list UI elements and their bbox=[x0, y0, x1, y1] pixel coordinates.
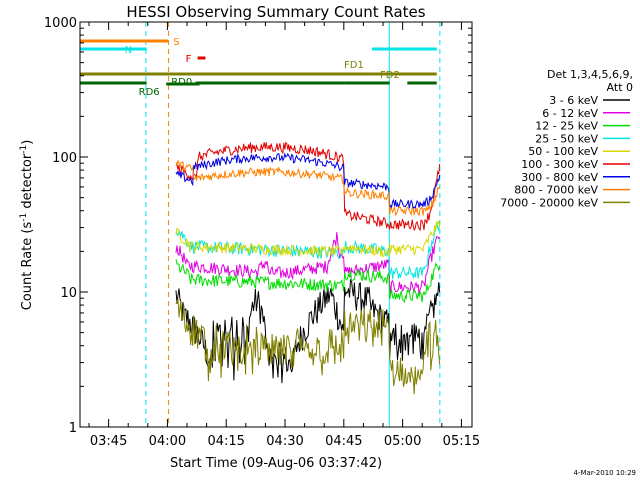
series-line-7 bbox=[175, 159, 441, 217]
flag-label-rd0: RD0 bbox=[171, 77, 192, 88]
legend-label: 50 - 100 keV bbox=[528, 145, 598, 158]
series-line-5 bbox=[175, 141, 441, 232]
series-lines bbox=[175, 141, 441, 395]
legend-label: 12 - 25 keV bbox=[535, 120, 598, 133]
legend-label: 800 - 7000 keV bbox=[514, 184, 598, 197]
x-axis-label: Start Time (09-Aug-06 03:37:42) bbox=[170, 456, 382, 471]
chart-title: HESSI Observing Summary Count Rates bbox=[126, 3, 425, 21]
x-tick-label: 04:15 bbox=[207, 434, 244, 449]
series-line-0 bbox=[175, 279, 441, 384]
flag-bars: S N F FD1 FD2 RD0 RD6 bbox=[80, 37, 437, 98]
legend-label: 7000 - 20000 keV bbox=[500, 196, 598, 209]
series-line-3 bbox=[175, 220, 441, 280]
legend-label: 6 - 12 keV bbox=[542, 107, 598, 120]
legend-label: 300 - 800 keV bbox=[521, 171, 598, 184]
legend-title-line1: Det 1,3,4,5,6,9, bbox=[547, 68, 633, 81]
legend-title-line2: Att 0 bbox=[607, 81, 633, 94]
flag-label-s: S bbox=[173, 37, 179, 48]
series-line-1 bbox=[175, 232, 441, 294]
legend-label: 3 - 6 keV bbox=[549, 94, 598, 107]
series-line-4 bbox=[175, 220, 441, 258]
y-tick-label: 100 bbox=[52, 151, 77, 166]
vertical-markers bbox=[145, 22, 441, 427]
series-line-6 bbox=[175, 152, 441, 210]
flag-label-f: F bbox=[186, 54, 192, 65]
x-tick-label: 05:00 bbox=[384, 434, 421, 449]
series-line-8 bbox=[175, 298, 441, 395]
legend-label: 25 - 50 keV bbox=[535, 132, 598, 145]
x-tick-label: 04:45 bbox=[325, 434, 362, 449]
x-tick-label: 03:45 bbox=[90, 434, 127, 449]
y-axis-label: Count Rate (s-1 detector-1) bbox=[19, 140, 35, 311]
x-tick-label: 04:00 bbox=[149, 434, 186, 449]
y-tick-label: 1000 bbox=[44, 16, 77, 31]
flag-label-rd6: RD6 bbox=[139, 87, 160, 98]
flag-label-fd1: FD1 bbox=[344, 60, 364, 71]
y-tick-label: 1 bbox=[69, 421, 77, 436]
legend-label: 100 - 300 keV bbox=[521, 158, 598, 171]
x-tick-label: 05:15 bbox=[443, 434, 480, 449]
y-tick-label: 10 bbox=[60, 286, 77, 301]
plot-frame bbox=[79, 21, 473, 428]
series-line-2 bbox=[175, 259, 441, 304]
x-tick-label: 04:30 bbox=[266, 434, 303, 449]
flag-label-n: N bbox=[125, 45, 132, 56]
footer-date: 4-Mar-2010 10:29 bbox=[574, 469, 636, 477]
flag-label-fd2: FD2 bbox=[380, 70, 400, 81]
